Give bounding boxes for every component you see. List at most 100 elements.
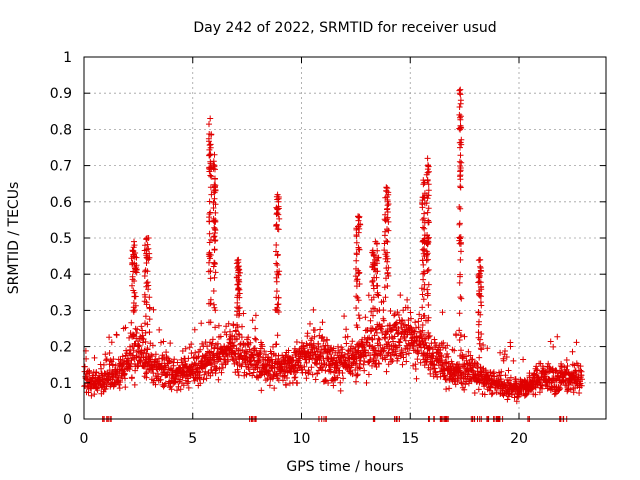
data-point [477, 336, 484, 343]
x-tick-label: 0 [80, 431, 89, 447]
data-point [301, 363, 308, 370]
data-point [468, 378, 475, 385]
data-point [550, 343, 557, 350]
data-point [211, 274, 218, 281]
data-point [146, 250, 153, 257]
data-point [212, 176, 218, 182]
y-axis-label: SRMTID / TECUs [6, 182, 22, 295]
data-point [352, 273, 359, 280]
data-point [577, 363, 584, 370]
data-point [425, 205, 432, 212]
data-point [433, 371, 439, 378]
data-point [210, 288, 217, 294]
data-point [369, 362, 375, 369]
data-point [284, 375, 290, 381]
y-tick-label: 0.2 [50, 340, 72, 356]
data-point [465, 348, 472, 355]
data-point [308, 364, 315, 371]
data-point [391, 333, 398, 340]
data-point [441, 372, 448, 379]
data-point [365, 371, 372, 378]
data-point [457, 205, 464, 212]
data-point [167, 340, 174, 347]
data-point [412, 366, 419, 372]
data-point [108, 339, 115, 346]
data-point [369, 277, 376, 284]
data-point [419, 291, 426, 298]
data-point [144, 268, 151, 275]
data-point [461, 386, 468, 393]
data-point [131, 293, 138, 300]
data-point [206, 239, 213, 246]
data-point [236, 304, 243, 311]
data-point [385, 264, 392, 271]
data-point [343, 340, 350, 347]
data-point [235, 277, 242, 284]
data-point [131, 254, 138, 260]
data-point [111, 380, 118, 387]
data-point [206, 164, 213, 171]
data-point [452, 381, 459, 388]
data-point [426, 345, 433, 352]
data-point [578, 382, 585, 389]
data-point [132, 367, 139, 374]
data-point [438, 352, 445, 359]
data-point [424, 176, 431, 183]
data-point [227, 328, 233, 335]
data-point [206, 131, 213, 137]
data-point [457, 184, 464, 191]
data-point [91, 354, 98, 361]
data-point [212, 182, 219, 189]
data-point [400, 354, 407, 361]
data-point [400, 349, 406, 356]
data-point [355, 297, 362, 304]
data-point [245, 334, 252, 341]
data-point [369, 249, 376, 256]
data-point [235, 272, 242, 279]
data-point [206, 138, 212, 145]
data-point [185, 384, 192, 391]
data-point [235, 263, 242, 270]
data-point [273, 288, 280, 295]
data-point [425, 314, 432, 321]
data-point [133, 262, 140, 269]
data-point [160, 383, 167, 390]
data-point [201, 371, 208, 378]
data-point [211, 226, 218, 232]
data-point [439, 309, 446, 316]
data-point [276, 268, 283, 275]
data-point [419, 204, 426, 211]
data-point [366, 334, 373, 341]
data-point [197, 380, 204, 387]
data-point [346, 348, 352, 355]
data-point [211, 304, 218, 311]
data-point [185, 378, 192, 385]
data-point [208, 191, 215, 198]
data-point [475, 273, 482, 279]
data-point [458, 159, 465, 166]
data-point [129, 248, 136, 255]
data-point [570, 389, 577, 396]
data-point [456, 279, 463, 286]
data-point [207, 275, 214, 282]
data-point [383, 184, 390, 191]
data-point [419, 197, 426, 204]
data-point [180, 382, 187, 389]
data-point [456, 220, 463, 227]
data-point [234, 308, 241, 315]
data-point [380, 307, 387, 314]
data-point [197, 346, 204, 353]
data-point [191, 326, 198, 333]
data-point [456, 104, 463, 110]
data-point [132, 268, 139, 275]
data-point [384, 226, 390, 233]
data-point [212, 166, 218, 173]
data-point [212, 237, 219, 244]
data-point [275, 301, 282, 308]
data-point [273, 222, 280, 229]
data-point [128, 319, 135, 326]
data-point [143, 374, 150, 381]
data-point [291, 368, 298, 375]
data-point [141, 273, 148, 279]
data-point [355, 269, 362, 276]
